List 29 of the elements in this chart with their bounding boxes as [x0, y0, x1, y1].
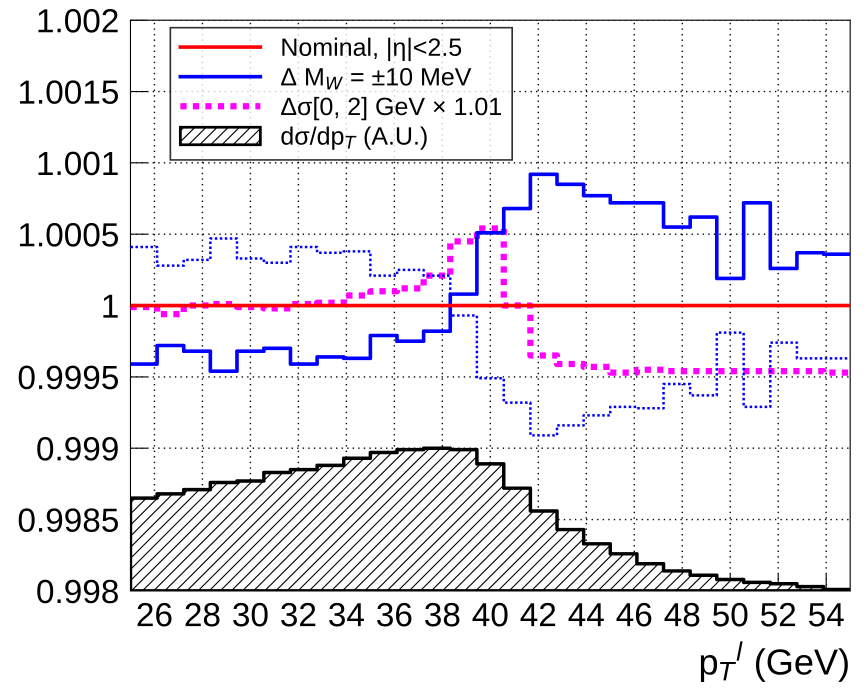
x-tick-label: 54	[808, 603, 844, 626]
legend-label: Δσ[0, 2] GeV × 1.01	[281, 96, 501, 120]
x-tick-label: 52	[761, 602, 796, 626]
y-tick-label: 0.998	[37, 580, 118, 604]
y-tick-label: 1.002	[38, 8, 118, 33]
x-tick-label: 34	[329, 602, 364, 626]
x-tick-label: 40	[472, 602, 508, 626]
y-tick-label: 1.001	[38, 152, 118, 176]
legend-label: dσ/dp$_{T}$ (A.U.)	[281, 126, 427, 150]
x-tick-label: 42	[520, 602, 556, 626]
y-tick-label: 1.0005	[20, 223, 118, 247]
x-tick-label: 28	[186, 602, 220, 626]
x-tick-label: 38	[425, 602, 460, 626]
legend-label: Nominal, |η|<2.5	[282, 38, 462, 62]
x-tick-label: 48	[664, 602, 700, 626]
y-tick-label: 0.9985	[18, 508, 118, 532]
x-tick-label: 26	[138, 602, 172, 626]
x-tick-label: 46	[616, 602, 652, 626]
y-tick-label: 1.0015	[20, 80, 118, 104]
y-tick-label: 1	[103, 294, 118, 318]
x-tick-label: 30	[233, 602, 268, 626]
x-tick-label: 36	[377, 602, 412, 626]
x-tick-label: 50	[713, 602, 748, 626]
y-tick-label: 0.9995	[18, 366, 118, 390]
legend-label: Δ M$_{W}$ = ±10 MeV	[281, 68, 472, 90]
y-tick-label: 0.999	[37, 437, 118, 461]
x-tick-label: 44	[568, 603, 604, 626]
x-tick-label: 32	[281, 602, 316, 626]
x-axis-title: p$_{T}$$^{l}$ (GeV)	[700, 641, 848, 682]
